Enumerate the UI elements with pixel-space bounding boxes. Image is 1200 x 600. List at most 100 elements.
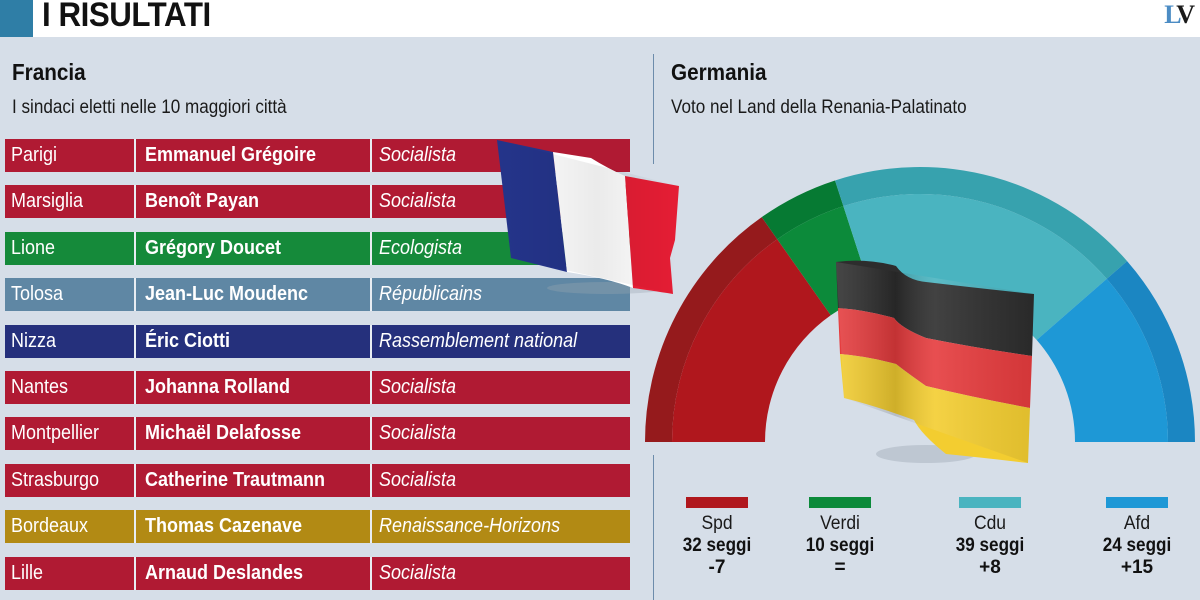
city-cell: Marsiglia — [5, 185, 136, 219]
mayor-cell: Éric Ciotti — [136, 324, 372, 358]
city-cell-text: Tolosa — [11, 283, 64, 306]
germany-title: Germania — [671, 59, 767, 85]
legend-item-spd: Spd 32 seggi -7 — [652, 497, 782, 579]
table-row: Tolosa Jean-Luc Moudenc Républicains — [5, 278, 630, 312]
table-row: Bordeaux Thomas Cazenave Renaissance-Horiz… — [5, 510, 630, 544]
party-cell: Ecologista — [372, 232, 630, 265]
mayor-cell-text: Grégory Doucet — [145, 236, 282, 259]
seat-segment-fill — [1036, 278, 1168, 442]
city-cell: Tolosa — [5, 278, 136, 312]
logo-letter-v: V — [1176, 0, 1195, 29]
brand-logo: LV — [1164, 0, 1195, 30]
seat-segment-cdu — [835, 167, 1128, 341]
seat-segment-edge — [761, 180, 844, 240]
mayor-cell: Emmanuel Grégoire — [136, 139, 372, 172]
legend-label: Cdu — [973, 513, 1007, 534]
city-cell-text: Montpellier — [11, 422, 100, 445]
mayor-cell: Michaël Delafosse — [136, 417, 372, 451]
table-row: Nizza Éric Ciotti Rassemblement national — [5, 324, 630, 358]
party-cell-text: Socialista — [379, 376, 457, 398]
germany-subtitle: Voto nel Land della Renania-Palatinato — [671, 97, 967, 118]
mayor-cell-text: Catherine Trautmann — [145, 468, 326, 491]
mayor-cell-text: Michaël Delafosse — [145, 422, 302, 445]
seat-segment-edge — [645, 217, 778, 442]
seat-segment-edge — [835, 167, 1128, 279]
city-cell: Bordeaux — [5, 510, 136, 544]
legend-change: = — [834, 557, 846, 578]
mayor-cell: Jean-Luc Moudenc — [136, 278, 372, 312]
section-divider-lower — [653, 455, 654, 600]
header-accent — [0, 0, 33, 37]
party-cell: Socialista — [372, 139, 630, 172]
city-cell: Montpellier — [5, 417, 136, 451]
mayor-cell-text: Johanna Rolland — [145, 376, 291, 398]
legend-swatch — [686, 497, 748, 508]
city-cell-text: Bordeaux — [11, 515, 89, 538]
table-row: Nantes Johanna Rolland Socialista — [5, 371, 630, 404]
seat-segment-edge — [1106, 261, 1195, 442]
legend-swatch — [809, 497, 871, 508]
legend-label: Spd — [701, 513, 733, 534]
mayor-cell-text: Thomas Cazenave — [145, 515, 303, 538]
legend-swatch — [959, 497, 1021, 508]
germany-flag-icon — [836, 260, 1034, 463]
party-cell-text: Renaissance-Horizons — [379, 515, 561, 538]
legend-seats: 39 seggi — [955, 535, 1025, 556]
mayor-cell: Thomas Cazenave — [136, 510, 372, 544]
page-title: I RISULTATI — [42, 0, 211, 34]
party-cell-text: Ecologista — [379, 236, 463, 259]
party-cell: Républicains — [372, 278, 630, 311]
city-cell: Strasburgo — [5, 463, 136, 497]
party-cell: Renaissance-Horizons — [372, 510, 630, 543]
legend-seats: 32 seggi — [682, 535, 752, 556]
legend-item-verdi: Verdi 10 seggi = — [775, 497, 905, 579]
mayor-cell: Benoît Payan — [136, 185, 372, 219]
legend-swatch — [1106, 497, 1168, 508]
legend-change: +15 — [1120, 557, 1154, 578]
city-cell-text: Lione — [11, 236, 56, 259]
header-bar: I RISULTATI LV — [0, 0, 1200, 37]
city-cell: Nizza — [5, 324, 136, 358]
table-row: Lille Arnaud Deslandes Socialista — [5, 556, 630, 590]
legend-item-afd: Afd 24 seggi +15 — [1072, 497, 1200, 579]
mayor-cell-text: Benoît Payan — [145, 190, 260, 213]
legend-label: Verdi — [820, 513, 860, 534]
mayor-cell-text: Éric Ciotti — [145, 329, 231, 352]
legend-seats: 24 seggi — [1102, 535, 1172, 556]
mayor-cell: Johanna Rolland — [136, 371, 372, 404]
seat-chart — [645, 167, 1195, 442]
mayor-cell-text: Jean-Luc Moudenc — [145, 283, 309, 306]
city-cell-text: Strasburgo — [11, 468, 100, 491]
party-cell-text: Socialista — [379, 561, 457, 584]
party-cell: Rassemblement national — [372, 325, 630, 358]
city-cell: Lione — [5, 231, 136, 265]
mayor-cell: Catherine Trautmann — [136, 463, 372, 497]
city-cell-text: Nantes — [11, 376, 69, 398]
city-cell: Nantes — [5, 371, 136, 404]
party-cell: Socialista — [372, 464, 630, 497]
city-cell: Lille — [5, 556, 136, 590]
party-cell-text: Rassemblement national — [379, 329, 578, 352]
legend-item-cdu: Cdu 39 seggi +8 — [925, 497, 1055, 579]
party-cell-text: Socialista — [379, 468, 457, 491]
party-cell: Socialista — [372, 185, 630, 218]
party-cell-text: Républicains — [379, 283, 483, 306]
seat-segment-fill — [843, 194, 1107, 341]
legend-change: -7 — [708, 557, 726, 578]
legend-change: +8 — [979, 557, 1001, 578]
mayor-cell: Arnaud Deslandes — [136, 556, 372, 590]
seat-segment-spd — [645, 217, 831, 442]
legend-label: Afd — [1123, 513, 1151, 534]
france-subtitle: I sindaci eletti nelle 10 maggiori città — [12, 97, 287, 118]
city-cell-text: Parigi — [11, 144, 58, 166]
party-cell-text: Socialista — [379, 422, 457, 445]
table-row: Strasburgo Catherine Trautmann Socialista — [5, 463, 630, 497]
party-cell: Socialista — [372, 417, 630, 450]
mayor-cell: Grégory Doucet — [136, 231, 372, 265]
legend-seats: 10 seggi — [805, 535, 875, 556]
mayor-cell-text: Emmanuel Grégoire — [145, 144, 317, 166]
city-cell-text: Nizza — [11, 329, 57, 352]
seat-segment-fill — [672, 239, 831, 442]
party-cell: Socialista — [372, 371, 630, 404]
city-cell: Parigi — [5, 139, 136, 172]
